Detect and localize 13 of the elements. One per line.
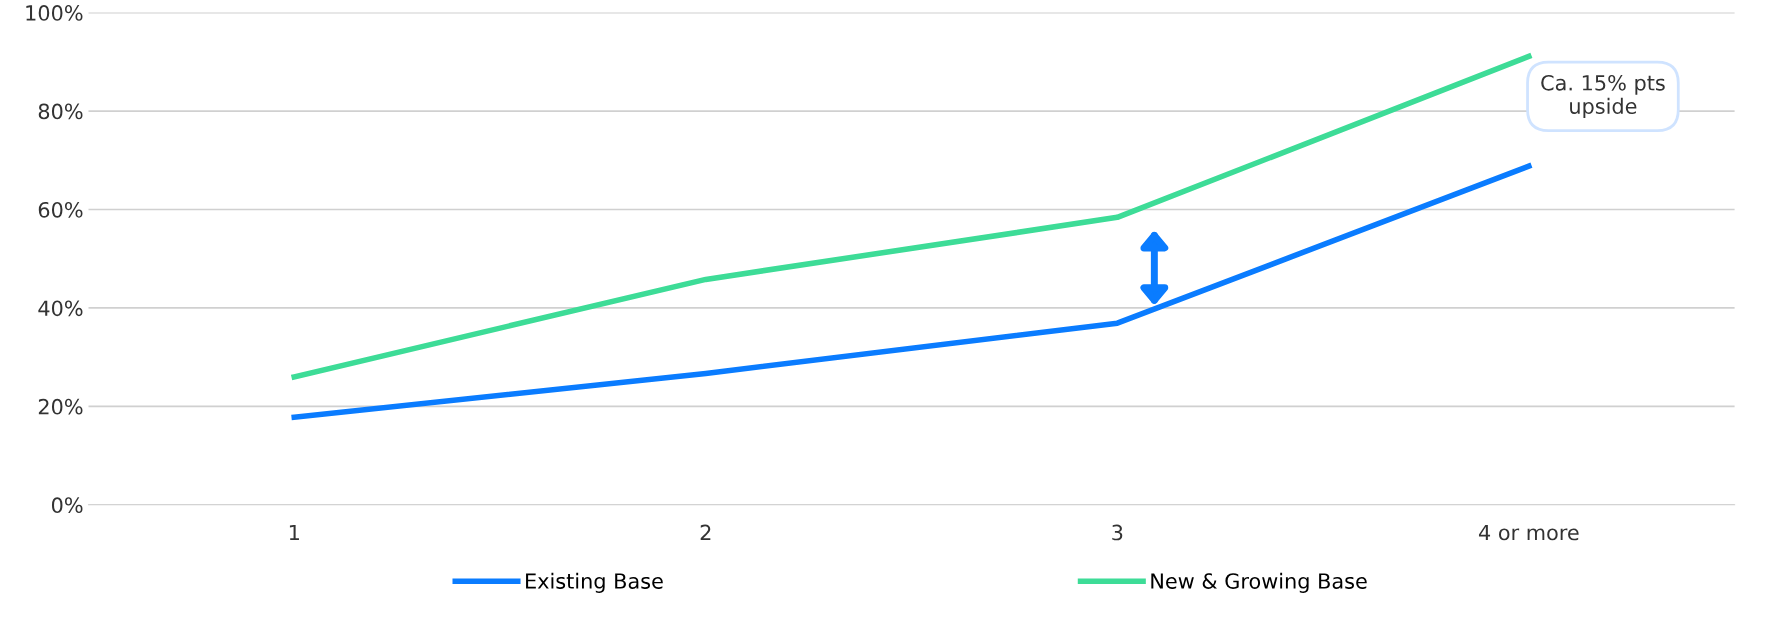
legend-label: Existing Base — [526, 572, 663, 593]
y-tick-label: 80% — [38, 103, 83, 120]
x-tick-label: 4 or more — [1478, 524, 1579, 541]
y-tick-label: 20% — [38, 398, 83, 415]
annotation: Ca. 15% pts upside — [1541, 74, 1665, 119]
x-tick-label: 2 — [700, 524, 711, 541]
y-tick-label: 40% — [38, 300, 83, 317]
legend-label: New & Growing Base — [1151, 572, 1367, 593]
x-tick-label: 3 — [1112, 524, 1123, 541]
y-tick-label: 60% — [38, 201, 83, 218]
y-tick-label: 0% — [51, 497, 83, 514]
x-tick-label: 1 — [289, 524, 299, 541]
y-tick-label: 100% — [26, 5, 83, 21]
